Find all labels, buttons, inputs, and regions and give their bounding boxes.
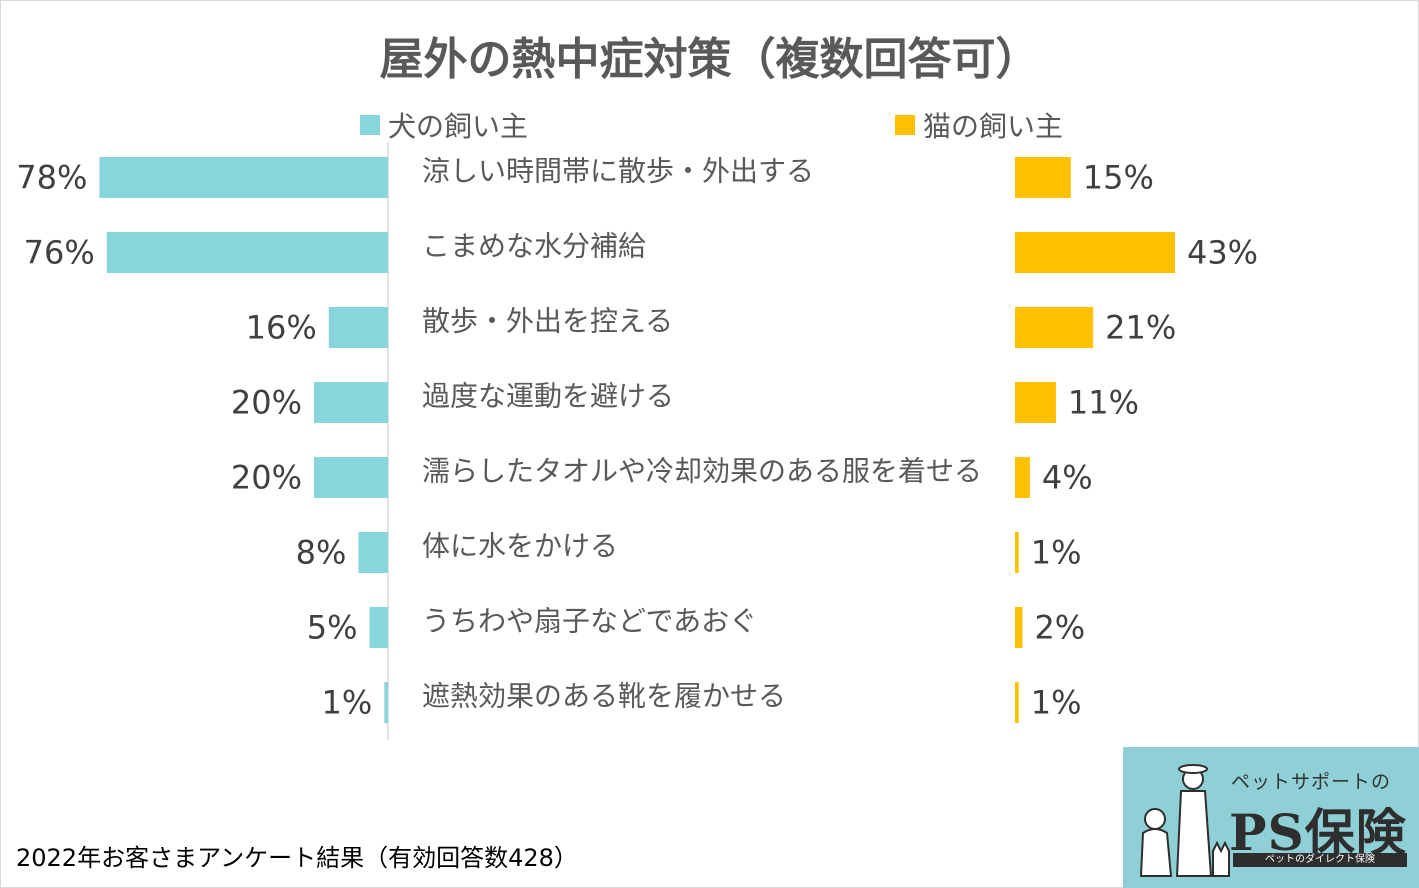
category-label: 体に水をかける (422, 530, 618, 563)
bar-cat (1015, 157, 1071, 198)
data-label-dog: 8% (296, 534, 347, 572)
bar-cat (1015, 532, 1019, 573)
chart-marks: 78% 涼しい時間帯に散歩・外出する 15% 76% こまめな水分補給 43% 16% 散歩・… (16, 155, 1258, 723)
legend-label-dog: 犬の飼い主 (388, 110, 529, 143)
data-label-dog: 1% (322, 684, 373, 722)
data-label-dog: 16% (246, 309, 317, 347)
logo-tagline: ペットサポートの (1231, 771, 1392, 793)
footnote: 2022年お客さまアンケート結果（有効回答数428） (16, 844, 578, 872)
bar-dog (314, 382, 388, 423)
category-label: 過度な運動を避ける (422, 380, 674, 413)
brand-logo: ペットサポートの PS保険 ペットのダイレクト保険 (1123, 747, 1419, 888)
legend-swatch-dog (360, 115, 380, 135)
bar-cat (1015, 682, 1019, 723)
bar-dog (358, 532, 388, 573)
category-label: 涼しい時間帯に散歩・外出する (422, 155, 814, 188)
data-label-dog: 5% (307, 609, 358, 647)
bar-dog (106, 232, 389, 273)
legend-item-cat: 猫の飼い主 (895, 108, 1064, 143)
data-label-cat: 11% (1068, 384, 1139, 422)
category-label: 濡らしたタオルや冷却効果のある服を着せる (422, 455, 982, 488)
logo-subtitle: ペットのダイレクト保険 (1233, 853, 1407, 867)
category-label: うちわや扇子などであおぐ (422, 605, 757, 638)
bar-dog (328, 307, 388, 348)
legend-swatch-cat (895, 115, 915, 135)
legend-label-cat: 猫の飼い主 (923, 110, 1064, 143)
bar-cat (1015, 457, 1030, 498)
bar-cat (1015, 307, 1094, 348)
data-label-dog: 78% (16, 159, 87, 197)
data-label-cat: 21% (1105, 309, 1176, 347)
legend-item-dog: 犬の飼い主 (360, 108, 529, 143)
data-label-cat: 43% (1187, 234, 1258, 272)
category-label: 遮熱効果のある靴を履かせる (422, 680, 786, 713)
chart-title: 屋外の熱中症対策（複数回答可） (379, 34, 1040, 85)
logo-name: PS保険 (1229, 803, 1407, 862)
data-label-dog: 20% (231, 384, 302, 422)
data-label-cat: 15% (1083, 159, 1154, 197)
data-label-cat: 1% (1031, 684, 1082, 722)
data-label-cat: 1% (1031, 534, 1082, 572)
bar-dog (314, 457, 388, 498)
bar-cat (1015, 232, 1175, 273)
bar-cat (1015, 607, 1023, 648)
data-label-dog: 20% (231, 459, 302, 497)
bar-dog (384, 682, 388, 723)
category-label: こまめな水分補給 (422, 230, 646, 263)
bar-dog (99, 157, 389, 198)
pets-illustration-icon (1139, 764, 1230, 877)
data-label-cat: 2% (1034, 609, 1085, 647)
data-label-dog: 76% (24, 234, 95, 272)
data-label-cat: 4% (1042, 459, 1093, 497)
bar-cat (1015, 382, 1056, 423)
bar-dog (369, 607, 388, 648)
category-label: 散歩・外出を控える (422, 305, 673, 338)
